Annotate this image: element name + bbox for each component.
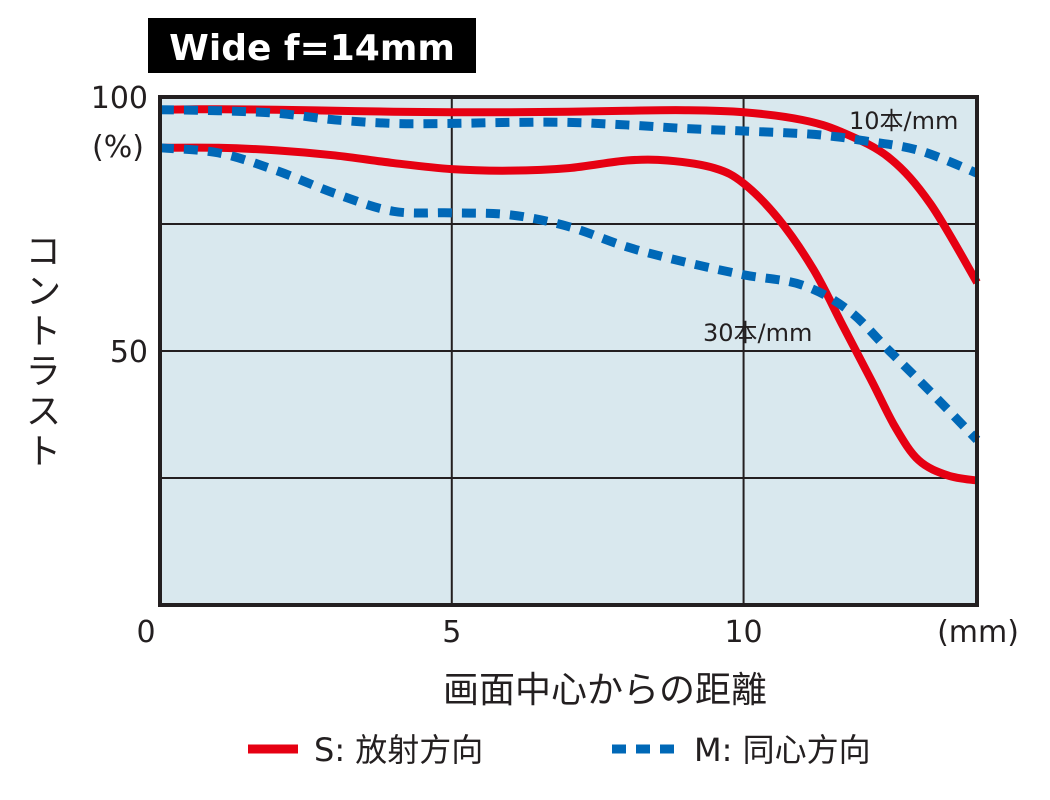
chart-title-box — [148, 18, 476, 73]
x-axis-title: 画面中心からの距離 — [443, 670, 767, 711]
x-tick-label: 10 — [724, 615, 762, 650]
annotation-30lpmm: 30本/mm — [703, 319, 812, 347]
series-sagittal-10lpmm — [159, 105, 981, 285]
x-tick-label: 5 — [442, 615, 461, 650]
plot-frame — [158, 95, 979, 607]
y-tick-label: 100 — [91, 81, 148, 116]
chart-title: Wide f=14mm — [169, 28, 455, 69]
x-unit-label: (mm) — [937, 615, 1019, 650]
series-meridional-30lpmm — [159, 143, 981, 444]
annotation-10lpmm: 10本/mm — [849, 107, 958, 135]
series-layer — [159, 105, 981, 485]
legend-label-sagittal: S: 放射方向 — [314, 731, 483, 769]
legend: S: 放射方向 M: 同心方向 — [248, 731, 871, 769]
tick-layer: 0 5 10 50 100 — [91, 81, 763, 650]
x-tick-label: 0 — [136, 615, 155, 650]
y-axis-title: コントラスト — [20, 232, 61, 472]
legend-label-meridional: M: 同心方向 — [694, 731, 871, 769]
series-sagittal-30lpmm — [159, 143, 978, 485]
y-tick-label: 50 — [110, 335, 148, 370]
y-unit-label: (%) — [92, 130, 144, 165]
series-meridional-10lpmm — [159, 105, 979, 178]
